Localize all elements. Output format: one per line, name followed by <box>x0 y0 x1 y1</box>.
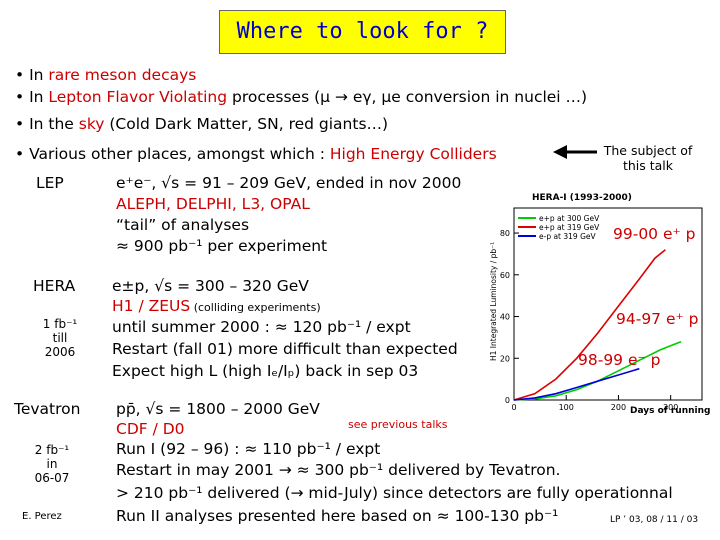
series-line <box>513 367 640 401</box>
bullet-text: • Various other places, amongst which : <box>15 145 330 163</box>
plot-curves <box>513 249 682 401</box>
legend-label: e+p at 300 GeV <box>539 214 600 223</box>
left-arrow-icon <box>553 145 597 159</box>
bullet-text: • In the <box>15 115 79 133</box>
plot-y-axis-label: H1 Integrated Luminosity / pb⁻¹ <box>489 242 498 361</box>
tevatron-label: Tevatron <box>14 400 81 418</box>
page-title: Where to look for ? <box>236 19 489 44</box>
tevatron-line-3: Run I (92 – 96) : ≈ 110 pb⁻¹ / expt <box>116 440 381 458</box>
hera-line-5: Expect high L (high Iₑ/Iₚ) back in sep 0… <box>112 362 419 380</box>
tevatron-line-2: CDF / D0 <box>116 420 185 438</box>
see-previous-talks: see previous talks <box>348 418 448 431</box>
footer-conference: LP ’ 03, 08 / 11 / 03 <box>610 515 699 525</box>
bullet-rare-meson: • In rare meson decays <box>15 66 196 84</box>
bullet-sky: • In the sky (Cold Dark Matter, SN, red … <box>15 115 388 133</box>
hera-label: HERA <box>33 277 76 295</box>
tevatron-line-4: Restart in may 2001 → ≈ 300 pb⁻¹ deliver… <box>116 461 561 479</box>
hera-line-1: e±p, √s = 300 – 320 GeV <box>112 277 309 295</box>
hera-line-4: Restart (fall 01) more difficult than ex… <box>112 340 458 358</box>
bullet-text: (Cold Dark Matter, SN, red giants…) <box>104 115 389 133</box>
bullet-text: processes (μ → eγ, μe conversion in nucl… <box>227 88 588 106</box>
bullet-colliders: • Various other places, amongst which : … <box>15 145 497 163</box>
x-tick-label: 300 <box>663 403 678 412</box>
bullet-lfv: • In Lepton Flavor Violating processes (… <box>15 88 587 106</box>
legend-label: e-p at 319 GeV <box>539 232 597 241</box>
y-tick-label: 60 <box>500 271 510 280</box>
subject-note: The subject of this talk <box>603 143 693 173</box>
hera-lumi-note: 1 fb⁻¹ till 2006 <box>42 317 78 359</box>
lep-line-4: ≈ 900 pb⁻¹ per experiment <box>116 237 328 255</box>
y-tick-label: 80 <box>500 229 510 238</box>
author: E. Perez <box>22 511 62 522</box>
lep-line-3: “tail” of analyses <box>116 216 250 234</box>
plot-title: HERA-I (1993-2000) <box>532 193 632 203</box>
label-99-00: 99-00 e⁺ p <box>613 225 696 243</box>
y-tick-label: 40 <box>500 313 510 322</box>
tevatron-lumi-note: 2 fb⁻¹ in 06-07 <box>34 443 70 485</box>
sky-text: sky <box>78 115 105 133</box>
title-box <box>219 10 506 54</box>
hera-experiments: H1 / ZEUS <box>112 297 191 315</box>
hera-luminosity-plot: HERA-I (1993-2000) H1 Integrated Luminos… <box>462 186 712 426</box>
label-98-99: 98-99 e⁻ p <box>578 351 661 369</box>
plot-frame <box>513 207 703 401</box>
plot-x-axis-label: Days of running <box>630 406 710 416</box>
hera-line-3: until summer 2000 : ≈ 120 pb⁻¹ / expt <box>112 318 411 336</box>
y-tick-label: 20 <box>500 354 510 363</box>
plot-axes <box>513 207 703 401</box>
rare-meson-text: rare meson decays <box>48 66 197 84</box>
hera-line-2: H1 / ZEUS (colliding experiments) <box>112 297 321 315</box>
x-tick-label: 200 <box>611 403 626 412</box>
lep-line-1: e⁺e⁻, √s = 91 – 209 GeV, ended in nov 20… <box>116 174 462 192</box>
lfv-text: Lepton Flavor Violating <box>48 88 228 106</box>
bullet-text: • In <box>15 66 49 84</box>
legend-label: e+p at 319 GeV <box>539 223 600 232</box>
lep-label: LEP <box>36 174 64 192</box>
tevatron-line-5: > 210 pb⁻¹ delivered (→ mid-July) since … <box>116 484 673 502</box>
y-tick-label: 0 <box>505 396 510 405</box>
colliders-text: High Energy Colliders <box>329 145 497 163</box>
lep-line-2: ALEPH, DELPHI, L3, OPAL <box>116 195 310 213</box>
hera-experiments-note: (colliding experiments) <box>190 301 321 314</box>
tevatron-line-6: Run II analyses presented here based on … <box>116 507 559 525</box>
x-tick-label: 0 <box>511 403 516 412</box>
plot-ticks: 0 20 40 60 80 0 100 200 300 <box>500 229 678 412</box>
series-line <box>513 249 666 401</box>
label-94-97: 94-97 e⁺ p <box>616 310 699 328</box>
tevatron-line-1: pp̄, √s = 1800 – 2000 GeV <box>116 400 320 418</box>
x-tick-label: 100 <box>559 403 574 412</box>
bullet-text: • In <box>15 88 49 106</box>
